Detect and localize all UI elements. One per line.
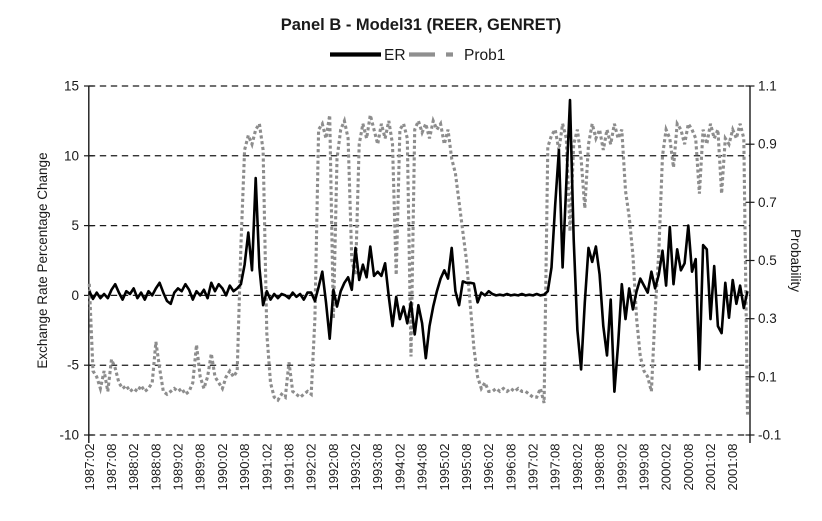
svg-text:1987:08: 1987:08 [104, 444, 119, 491]
svg-text:1993:02: 1993:02 [348, 444, 363, 491]
svg-text:10: 10 [64, 148, 79, 163]
svg-text:1998:02: 1998:02 [570, 444, 585, 491]
svg-text:1991:02: 1991:02 [259, 444, 274, 491]
svg-text:-0.1: -0.1 [758, 428, 781, 443]
svg-text:1992:02: 1992:02 [304, 444, 319, 491]
svg-text:1988:08: 1988:08 [148, 444, 163, 491]
svg-text:1.1: 1.1 [758, 79, 777, 94]
svg-text:0.5: 0.5 [758, 253, 777, 268]
svg-text:Exchange Rate Percentage Chang: Exchange Rate Percentage Change [35, 152, 50, 368]
svg-text:1995:08: 1995:08 [459, 444, 474, 491]
svg-text:2000:02: 2000:02 [659, 444, 674, 491]
svg-text:1994:08: 1994:08 [415, 444, 430, 491]
svg-text:0.7: 0.7 [758, 195, 777, 210]
svg-text:1989:02: 1989:02 [171, 444, 186, 491]
svg-text:0.3: 0.3 [758, 311, 777, 326]
svg-text:1997:08: 1997:08 [548, 444, 563, 491]
svg-text:Probability: Probability [788, 229, 803, 292]
svg-text:1996:02: 1996:02 [481, 444, 496, 491]
svg-text:5: 5 [71, 218, 79, 233]
svg-text:1999:02: 1999:02 [614, 444, 629, 491]
svg-text:1996:08: 1996:08 [503, 444, 518, 491]
svg-text:1993:08: 1993:08 [370, 444, 385, 491]
svg-text:2001:02: 2001:02 [703, 444, 718, 491]
svg-text:0: 0 [71, 288, 79, 303]
svg-text:ER: ER [384, 47, 406, 64]
svg-text:Prob1: Prob1 [464, 47, 505, 64]
svg-text:1991:08: 1991:08 [282, 444, 297, 491]
svg-text:1995:02: 1995:02 [437, 444, 452, 491]
svg-text:Panel B - Model31 (REER, GENRE: Panel B - Model31 (REER, GENRET) [281, 16, 562, 34]
svg-text:0.9: 0.9 [758, 137, 777, 152]
svg-text:0.1: 0.1 [758, 369, 777, 384]
svg-text:1997:02: 1997:02 [526, 444, 541, 491]
svg-text:-10: -10 [59, 428, 79, 443]
svg-text:15: 15 [64, 79, 79, 94]
svg-text:1987:02: 1987:02 [82, 444, 97, 491]
svg-text:1988:02: 1988:02 [126, 444, 141, 491]
svg-text:1998:08: 1998:08 [592, 444, 607, 491]
svg-text:1999:08: 1999:08 [637, 444, 652, 491]
svg-text:2001:08: 2001:08 [725, 444, 740, 491]
svg-text:-5: -5 [67, 358, 79, 373]
svg-text:1989:08: 1989:08 [193, 444, 208, 491]
svg-text:2000:08: 2000:08 [681, 444, 696, 491]
svg-text:1990:08: 1990:08 [237, 444, 252, 491]
svg-text:1994:02: 1994:02 [392, 444, 407, 491]
svg-text:1990:02: 1990:02 [215, 444, 230, 491]
svg-text:1992:08: 1992:08 [326, 444, 341, 491]
